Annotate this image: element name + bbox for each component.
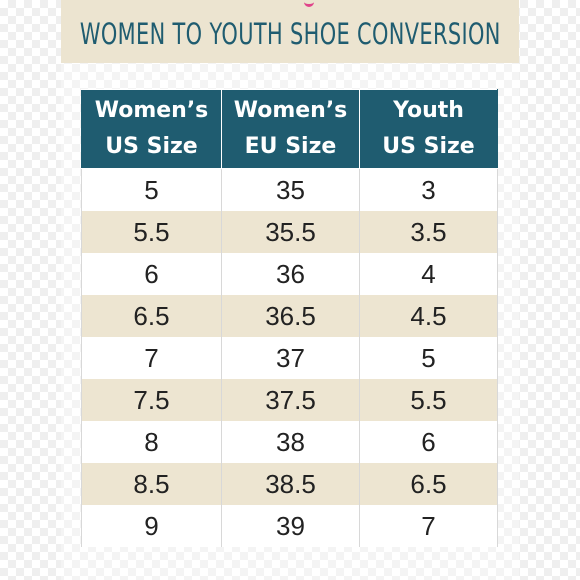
table-row: 8.5 38.5 6.5: [81, 463, 498, 505]
cell-womens-us: 9: [81, 505, 222, 547]
size-conversion-table: Women’s US Size Women’s EU Size Youth US…: [81, 89, 498, 547]
table-row: 6 36 4: [81, 253, 498, 295]
cell-womens-us: 5: [81, 168, 222, 211]
header-line: Women’s: [233, 98, 348, 123]
decorative-script-mark: [304, 0, 314, 7]
cell-youth-us: 6.5: [359, 463, 498, 505]
cell-womens-eu: 36.5: [221, 295, 360, 337]
header-line: US Size: [382, 134, 475, 159]
cell-womens-us: 6.5: [81, 295, 222, 337]
cell-youth-us: 4: [359, 253, 498, 295]
header-line: EU Size: [244, 134, 337, 159]
table-row: 5 35 3: [81, 168, 498, 211]
cell-youth-us: 3.5: [359, 211, 498, 253]
table-row: 8 38 6: [81, 421, 498, 463]
cell-youth-us: 3: [359, 168, 498, 211]
cell-womens-us: 6: [81, 253, 222, 295]
column-header-womens-eu: Women’s EU Size: [221, 89, 360, 169]
cell-womens-eu: 35.5: [221, 211, 360, 253]
cell-youth-us: 5.5: [359, 379, 498, 421]
cell-youth-us: 5: [359, 337, 498, 379]
header-line: US Size: [105, 134, 198, 159]
cell-youth-us: 4.5: [359, 295, 498, 337]
title-banner: WOMEN TO YOUTH SHOE CONVERSION: [61, 0, 519, 63]
cell-youth-us: 6: [359, 421, 498, 463]
header-line: Women’s: [94, 98, 209, 123]
cell-womens-eu: 37: [221, 337, 360, 379]
table-row: 5.5 35.5 3.5: [81, 211, 498, 253]
cell-womens-eu: 36: [221, 253, 360, 295]
cell-womens-us: 7.5: [81, 379, 222, 421]
table-row: 7.5 37.5 5.5: [81, 379, 498, 421]
cell-womens-us: 8.5: [81, 463, 222, 505]
header-line: Youth: [393, 98, 464, 123]
cell-womens-eu: 38: [221, 421, 360, 463]
cell-womens-eu: 38.5: [221, 463, 360, 505]
cell-womens-eu: 37.5: [221, 379, 360, 421]
page-title: WOMEN TO YOUTH SHOE CONVERSION: [79, 16, 501, 51]
table-row: 6.5 36.5 4.5: [81, 295, 498, 337]
table-row: 9 39 7: [81, 505, 498, 547]
cell-womens-us: 7: [81, 337, 222, 379]
cell-youth-us: 7: [359, 505, 498, 547]
table-header-row: Women’s US Size Women’s EU Size Youth US…: [81, 89, 498, 169]
table-row: 7 37 5: [81, 337, 498, 379]
cell-womens-us: 5.5: [81, 211, 222, 253]
cell-womens-eu: 35: [221, 168, 360, 211]
cell-womens-us: 8: [81, 421, 222, 463]
column-header-womens-us: Women’s US Size: [81, 89, 222, 169]
column-header-youth-us: Youth US Size: [359, 89, 498, 169]
cell-womens-eu: 39: [221, 505, 360, 547]
